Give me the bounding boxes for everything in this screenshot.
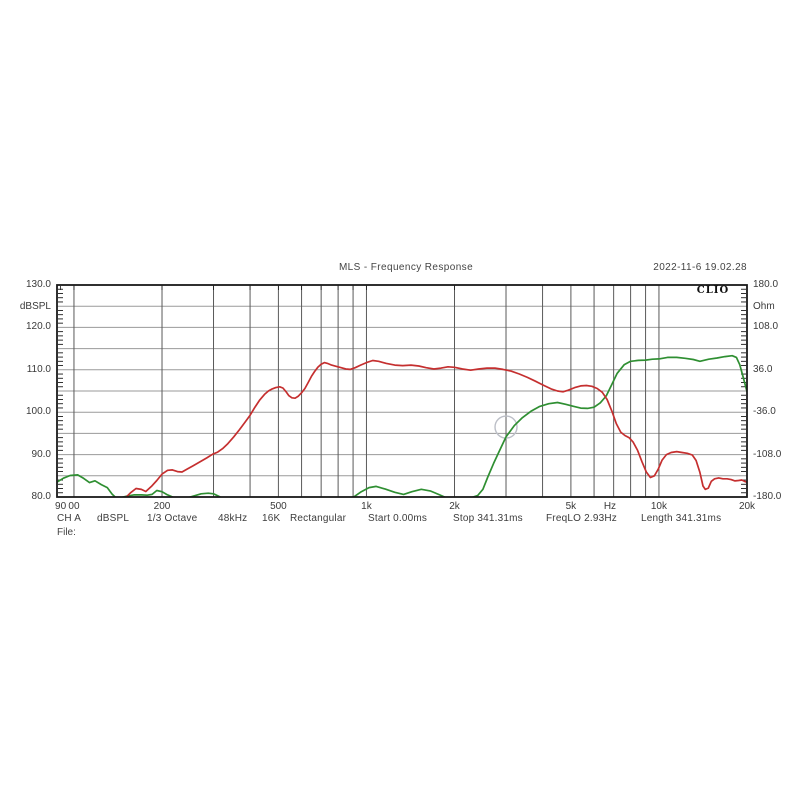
- status-token: 48kHz: [218, 513, 248, 524]
- left-axis-tick-label: 90.0: [31, 448, 51, 460]
- right-axis-tick-label: -180.0: [753, 491, 782, 502]
- x-axis-tick-label: 5k: [565, 501, 577, 512]
- x-axis-tick-label: 1k: [361, 501, 372, 512]
- status-token: dBSPL: [97, 513, 130, 524]
- status-token: Length 341.31ms: [641, 513, 722, 524]
- left-axis-tick-label: dBSPL: [19, 301, 51, 313]
- file-label: File:: [57, 527, 76, 538]
- status-token: 16K: [262, 513, 281, 524]
- status-token: CH A: [57, 513, 82, 524]
- chart-title: MLS - Frequency Response: [338, 262, 474, 273]
- x-axis-tick-label: Hz: [603, 501, 617, 512]
- status-token: Start 0.00ms: [368, 513, 428, 524]
- status-token: 1/3 Octave: [147, 513, 198, 524]
- right-axis-tick-label: -36.0: [753, 406, 776, 418]
- x-axis-tick-label: 2k: [449, 501, 460, 512]
- left-axis-tick-label: 130.0: [25, 279, 51, 290]
- x-axis-tick-label: 500: [270, 501, 287, 512]
- left-axis-tick-label: 110.0: [26, 363, 51, 375]
- status-token: Rectangular: [290, 513, 347, 524]
- right-axis-tick-label: -108.0: [753, 448, 782, 460]
- status-token: FreqLO 2.93Hz: [546, 513, 617, 524]
- right-axis-tick-label: 108.0: [753, 321, 779, 333]
- status-token: Stop 341.31ms: [453, 513, 523, 524]
- right-axis-tick-label: 180.0: [753, 279, 779, 290]
- x-axis-tick-label: 90: [55, 501, 67, 512]
- x-axis-tick-label: 20k: [738, 501, 756, 512]
- x-axis-tick-label: 200: [153, 501, 171, 512]
- left-axis-tick-label: 120.0: [25, 321, 51, 333]
- right-axis-tick-label: 36.0: [753, 363, 773, 375]
- right-axis-tick-label: Ohm: [753, 301, 775, 313]
- measurement-datetime: 2022-11-6 19.02.28: [653, 262, 747, 273]
- x-axis-tick-label: 00: [68, 501, 80, 512]
- x-axis-tick-label: 10k: [650, 501, 667, 512]
- clio-logo: CLIO: [696, 285, 730, 296]
- left-axis-tick-label: 80.0: [31, 491, 51, 502]
- left-axis-tick-label: 100.0: [25, 406, 51, 418]
